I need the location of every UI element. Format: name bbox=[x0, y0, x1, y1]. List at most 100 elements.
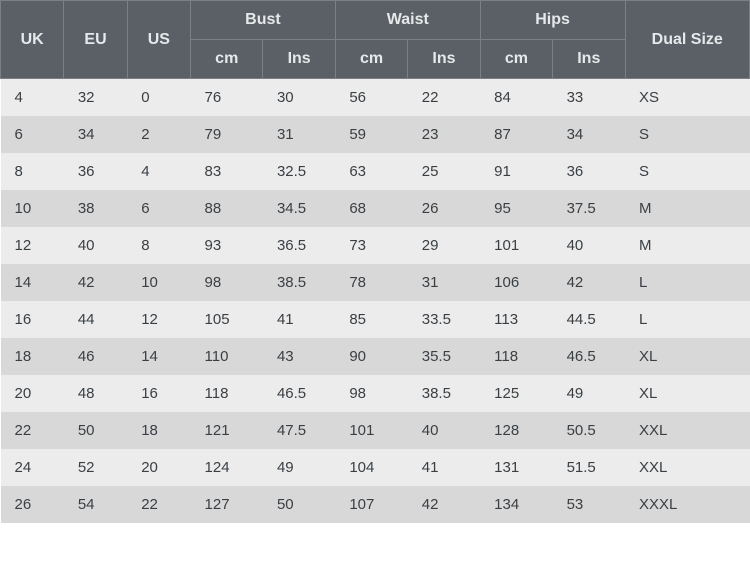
cell-bust_ins: 38.5 bbox=[263, 264, 335, 301]
col-us: US bbox=[127, 1, 190, 79]
cell-eu: 46 bbox=[64, 338, 127, 375]
table-row: 124089336.5732910140M bbox=[1, 227, 750, 264]
cell-bust_cm: 88 bbox=[191, 190, 263, 227]
cell-hips_cm: 131 bbox=[480, 449, 552, 486]
cell-waist_ins: 41 bbox=[408, 449, 480, 486]
cell-bust_cm: 118 bbox=[191, 375, 263, 412]
cell-eu: 38 bbox=[64, 190, 127, 227]
cell-bust_ins: 50 bbox=[263, 486, 335, 523]
cell-dual: L bbox=[625, 264, 750, 301]
cell-waist_ins: 25 bbox=[408, 153, 480, 190]
cell-waist_ins: 31 bbox=[408, 264, 480, 301]
cell-waist_cm: 63 bbox=[335, 153, 407, 190]
cell-hips_cm: 128 bbox=[480, 412, 552, 449]
table-row: 83648332.563259136S bbox=[1, 153, 750, 190]
cell-uk: 4 bbox=[1, 79, 64, 117]
table-row: 22501812147.51014012850.5XXL bbox=[1, 412, 750, 449]
cell-us: 10 bbox=[127, 264, 190, 301]
cell-waist_cm: 107 bbox=[335, 486, 407, 523]
cell-hips_ins: 37.5 bbox=[553, 190, 625, 227]
cell-us: 0 bbox=[127, 79, 190, 117]
cell-hips_ins: 50.5 bbox=[553, 412, 625, 449]
cell-hips_ins: 34 bbox=[553, 116, 625, 153]
cell-bust_ins: 47.5 bbox=[263, 412, 335, 449]
cell-us: 16 bbox=[127, 375, 190, 412]
col-uk: UK bbox=[1, 1, 64, 79]
cell-hips_ins: 46.5 bbox=[553, 338, 625, 375]
cell-eu: 50 bbox=[64, 412, 127, 449]
cell-us: 8 bbox=[127, 227, 190, 264]
cell-bust_cm: 127 bbox=[191, 486, 263, 523]
cell-waist_cm: 85 bbox=[335, 301, 407, 338]
cell-waist_cm: 98 bbox=[335, 375, 407, 412]
cell-hips_cm: 84 bbox=[480, 79, 552, 117]
cell-waist_ins: 33.5 bbox=[408, 301, 480, 338]
cell-dual: XL bbox=[625, 375, 750, 412]
table-row: 184614110439035.511846.5XL bbox=[1, 338, 750, 375]
cell-us: 14 bbox=[127, 338, 190, 375]
table-row: 4320763056228433XS bbox=[1, 79, 750, 117]
cell-bust_ins: 43 bbox=[263, 338, 335, 375]
cell-us: 4 bbox=[127, 153, 190, 190]
cell-waist_ins: 26 bbox=[408, 190, 480, 227]
cell-waist_ins: 35.5 bbox=[408, 338, 480, 375]
col-hips-cm: cm bbox=[480, 40, 552, 79]
col-bust-ins: Ins bbox=[263, 40, 335, 79]
cell-hips_ins: 51.5 bbox=[553, 449, 625, 486]
cell-hips_cm: 118 bbox=[480, 338, 552, 375]
table-header: UK EU US Bust Waist Hips Dual Size cm In… bbox=[1, 1, 750, 79]
cell-bust_cm: 98 bbox=[191, 264, 263, 301]
cell-bust_ins: 30 bbox=[263, 79, 335, 117]
cell-dual: XXXL bbox=[625, 486, 750, 523]
cell-hips_ins: 40 bbox=[553, 227, 625, 264]
col-eu: EU bbox=[64, 1, 127, 79]
cell-hips_ins: 42 bbox=[553, 264, 625, 301]
cell-us: 20 bbox=[127, 449, 190, 486]
cell-bust_ins: 32.5 bbox=[263, 153, 335, 190]
cell-hips_cm: 125 bbox=[480, 375, 552, 412]
cell-eu: 34 bbox=[64, 116, 127, 153]
cell-uk: 14 bbox=[1, 264, 64, 301]
cell-bust_ins: 36.5 bbox=[263, 227, 335, 264]
cell-eu: 36 bbox=[64, 153, 127, 190]
cell-uk: 10 bbox=[1, 190, 64, 227]
col-hips-ins: Ins bbox=[553, 40, 625, 79]
cell-waist_ins: 29 bbox=[408, 227, 480, 264]
cell-waist_ins: 23 bbox=[408, 116, 480, 153]
col-hips: Hips bbox=[480, 1, 625, 40]
cell-hips_cm: 87 bbox=[480, 116, 552, 153]
cell-dual: XXL bbox=[625, 412, 750, 449]
col-waist-cm: cm bbox=[335, 40, 407, 79]
cell-uk: 18 bbox=[1, 338, 64, 375]
cell-waist_cm: 68 bbox=[335, 190, 407, 227]
cell-bust_ins: 41 bbox=[263, 301, 335, 338]
cell-eu: 42 bbox=[64, 264, 127, 301]
cell-uk: 16 bbox=[1, 301, 64, 338]
cell-uk: 22 bbox=[1, 412, 64, 449]
cell-hips_cm: 91 bbox=[480, 153, 552, 190]
cell-hips_ins: 33 bbox=[553, 79, 625, 117]
cell-bust_cm: 124 bbox=[191, 449, 263, 486]
cell-eu: 32 bbox=[64, 79, 127, 117]
col-bust: Bust bbox=[191, 1, 336, 40]
col-waist-ins: Ins bbox=[408, 40, 480, 79]
cell-waist_ins: 38.5 bbox=[408, 375, 480, 412]
cell-bust_cm: 110 bbox=[191, 338, 263, 375]
cell-bust_ins: 34.5 bbox=[263, 190, 335, 227]
cell-uk: 20 bbox=[1, 375, 64, 412]
cell-hips_ins: 36 bbox=[553, 153, 625, 190]
cell-bust_ins: 49 bbox=[263, 449, 335, 486]
cell-eu: 48 bbox=[64, 375, 127, 412]
cell-dual: XL bbox=[625, 338, 750, 375]
cell-hips_ins: 44.5 bbox=[553, 301, 625, 338]
cell-hips_cm: 95 bbox=[480, 190, 552, 227]
cell-dual: L bbox=[625, 301, 750, 338]
cell-us: 18 bbox=[127, 412, 190, 449]
cell-hips_cm: 113 bbox=[480, 301, 552, 338]
cell-uk: 8 bbox=[1, 153, 64, 190]
cell-dual: M bbox=[625, 190, 750, 227]
cell-uk: 26 bbox=[1, 486, 64, 523]
cell-waist_cm: 56 bbox=[335, 79, 407, 117]
cell-waist_cm: 78 bbox=[335, 264, 407, 301]
cell-eu: 44 bbox=[64, 301, 127, 338]
